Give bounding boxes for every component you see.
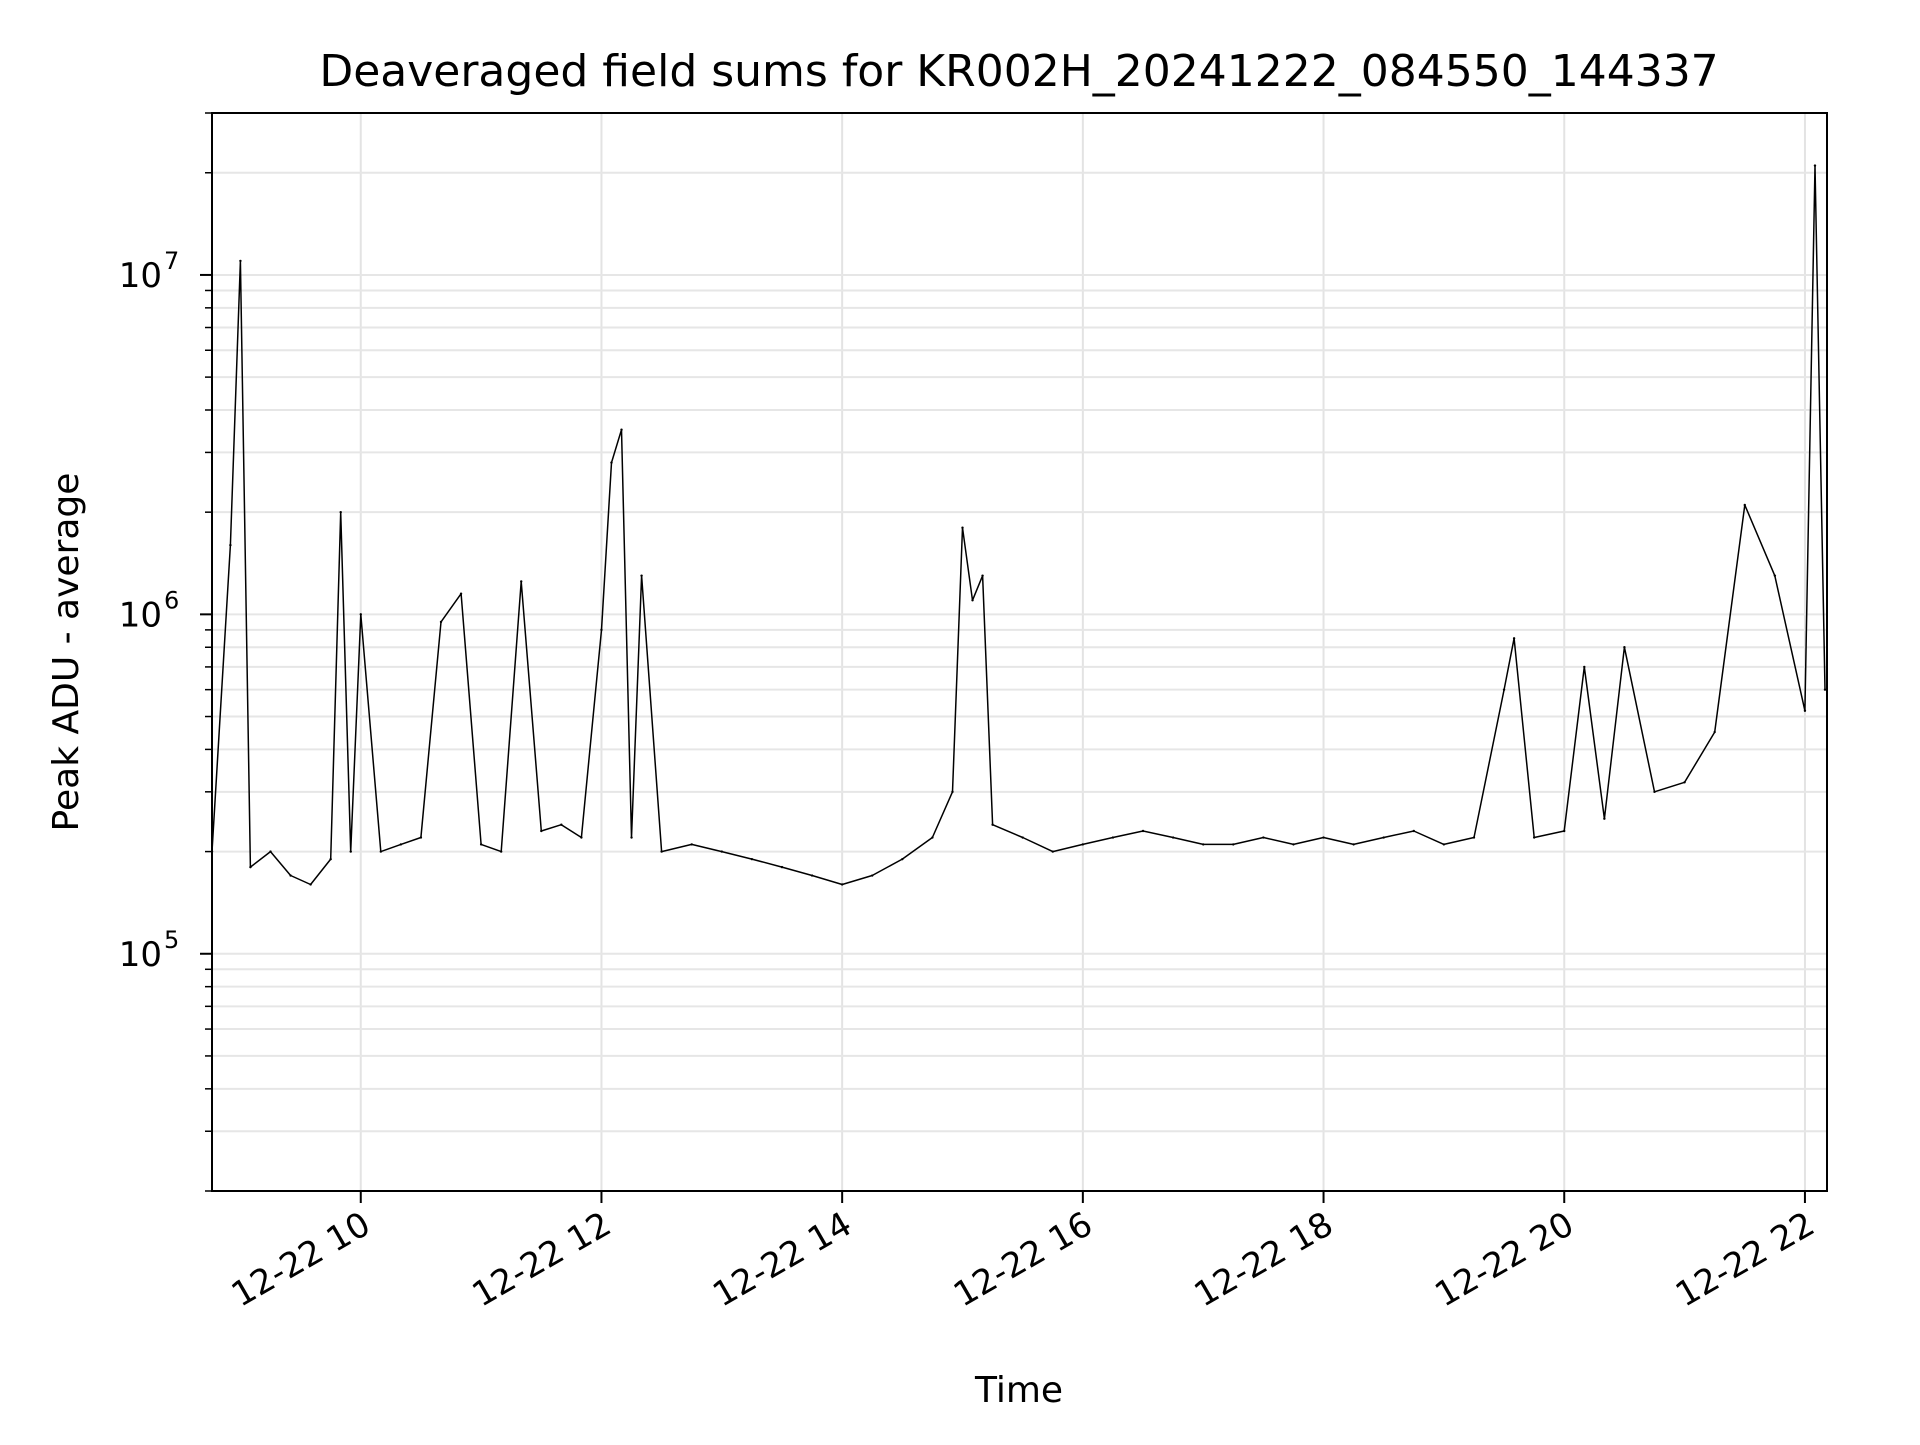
grid xyxy=(212,112,1827,1192)
data-point xyxy=(780,865,784,869)
data-point xyxy=(309,883,312,886)
data-point xyxy=(1051,850,1054,853)
data-point xyxy=(1532,836,1536,839)
data-point xyxy=(1583,665,1586,669)
data-point xyxy=(840,883,844,886)
data-point xyxy=(339,510,342,514)
data-point xyxy=(1472,836,1476,839)
data-point xyxy=(1743,503,1746,507)
data-point xyxy=(359,613,362,616)
data-point xyxy=(630,836,633,839)
data-point xyxy=(961,526,964,529)
data-point xyxy=(1623,646,1626,649)
data-point xyxy=(349,850,352,853)
data-point xyxy=(610,461,613,464)
y-tick-base: 10 xyxy=(119,595,162,635)
data-point xyxy=(1382,836,1385,839)
data-point xyxy=(1683,781,1686,784)
data-point xyxy=(1603,817,1606,820)
data-point xyxy=(379,850,383,853)
data-point xyxy=(640,574,643,577)
x-axis-label: Time xyxy=(974,1370,1063,1411)
data-point xyxy=(1563,829,1566,833)
data-point xyxy=(269,850,272,853)
data-point xyxy=(329,857,332,861)
data-point xyxy=(560,823,563,826)
data-point xyxy=(239,259,242,263)
data-point xyxy=(1292,843,1295,846)
chart-title: Deaveraged field sums for KR002H_2024122… xyxy=(319,46,1718,97)
y-tick-label: 10 6 xyxy=(119,586,180,635)
data-point xyxy=(249,865,252,869)
data-point xyxy=(1232,843,1235,846)
data-point xyxy=(991,823,994,826)
data-point xyxy=(1442,843,1446,846)
data-point xyxy=(1713,730,1716,734)
series-layer xyxy=(210,164,1827,886)
data-point xyxy=(1171,836,1175,839)
data-point xyxy=(1262,836,1265,839)
data-point xyxy=(479,843,483,846)
data-point xyxy=(620,428,623,431)
y-tick-exponent: 6 xyxy=(164,586,179,614)
data-point xyxy=(229,543,232,547)
y-tick-label: 10 5 xyxy=(119,926,180,975)
data-point xyxy=(1111,836,1115,839)
data-point xyxy=(419,836,423,839)
data-point xyxy=(871,874,874,877)
data-point xyxy=(1412,829,1416,833)
y-tick-base: 10 xyxy=(119,935,162,975)
data-point xyxy=(1653,790,1656,794)
data-point xyxy=(580,836,583,839)
data-point xyxy=(660,850,663,853)
data-point xyxy=(981,574,984,577)
data-point xyxy=(750,857,754,861)
data-point xyxy=(1813,164,1817,167)
data-point xyxy=(1823,688,1827,691)
data-point xyxy=(690,843,693,846)
data-point xyxy=(459,592,463,595)
data-point xyxy=(399,843,403,846)
data-point xyxy=(600,628,603,632)
data-point xyxy=(540,829,543,833)
data-point xyxy=(901,857,904,861)
data-point xyxy=(1352,843,1355,846)
data-point xyxy=(520,580,523,583)
data-point xyxy=(1021,836,1024,839)
y-tick-exponent: 5 xyxy=(164,926,179,954)
data-point xyxy=(1512,637,1516,640)
data-point xyxy=(499,850,503,853)
data-point xyxy=(931,836,934,839)
data-point xyxy=(971,599,974,602)
data-point xyxy=(1773,574,1777,577)
data-point xyxy=(1502,688,1506,691)
y-tick-label: 10 7 xyxy=(119,247,180,296)
plot-frame xyxy=(211,112,1828,1192)
data-point xyxy=(951,790,954,794)
data-point xyxy=(439,620,443,624)
data-point xyxy=(1081,843,1085,846)
data-point xyxy=(720,850,724,853)
data-point xyxy=(289,874,292,877)
data-point xyxy=(810,874,814,877)
y-tick-base: 10 xyxy=(119,256,162,296)
data-point xyxy=(1201,843,1205,846)
data-point xyxy=(1803,709,1807,712)
y-axis-label: Peak ADU - average xyxy=(46,473,87,832)
y-tick-exponent: 7 xyxy=(164,247,179,275)
data-point xyxy=(1322,836,1325,839)
data-point xyxy=(1141,829,1145,833)
